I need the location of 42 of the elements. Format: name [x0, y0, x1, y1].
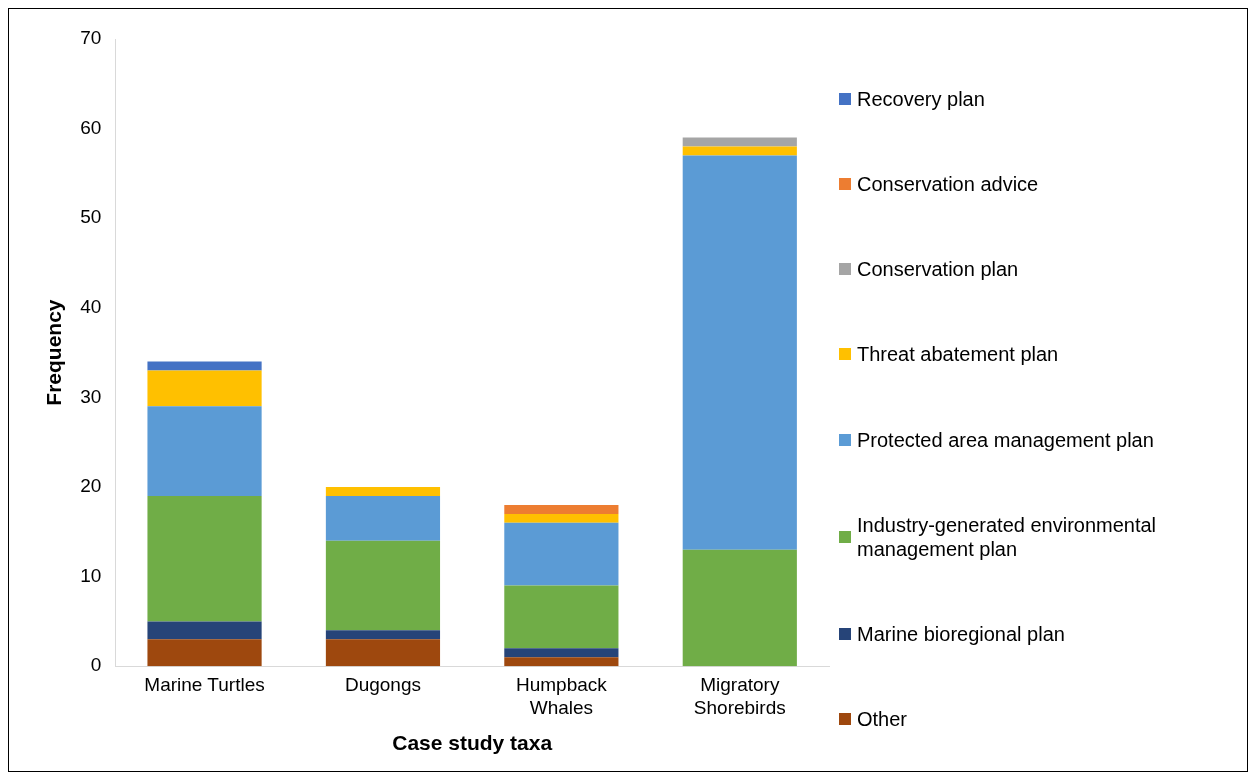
bar [682, 549, 797, 667]
bar [147, 639, 262, 667]
y-tick-label: 50 [80, 206, 102, 228]
legend-label: Conservation plan [857, 257, 1019, 282]
y-tick-label: 30 [80, 385, 102, 407]
legend-label: Industry-generated environmental management plan [857, 512, 1158, 561]
legend-label: Marine bioregional plan [857, 621, 1065, 646]
bar [147, 621, 262, 640]
bar [325, 540, 441, 631]
y-tick-label: 0 [90, 654, 102, 676]
bar [504, 648, 619, 658]
x-tick-label: Migratory Shorebirds [693, 673, 786, 718]
y-tick-label: 40 [80, 296, 102, 318]
bar [147, 361, 262, 371]
bar [325, 639, 441, 667]
x-tick-label: Marine Turtles [144, 673, 265, 695]
bar [325, 487, 441, 496]
y-tick-label: 10 [80, 564, 102, 586]
legend-label: Other [857, 707, 908, 731]
x-tick-label: Humpback Whales [515, 673, 608, 718]
bar [682, 155, 797, 550]
bar [504, 585, 619, 649]
bar [504, 504, 619, 514]
bar [504, 513, 619, 523]
y-tick-label: 20 [80, 475, 102, 497]
bar [504, 522, 619, 586]
bar [147, 406, 262, 496]
bar [682, 137, 797, 147]
y-tick-label: 70 [80, 27, 102, 49]
legend-label: Conservation advice [857, 172, 1039, 197]
legend-label: Threat abatement plan [857, 342, 1059, 367]
bar [147, 370, 262, 407]
legend-label: Recovery plan [857, 87, 985, 111]
x-axis-title: Case study taxa [392, 731, 553, 755]
y-tick-label: 60 [80, 116, 102, 138]
bar [325, 630, 441, 640]
y-axis-title: Frequency [42, 299, 66, 406]
bar [325, 495, 441, 541]
bar [504, 657, 619, 667]
bar [147, 495, 262, 622]
x-tick-label: Dugongs [344, 673, 421, 695]
legend-label: Protected area management plan [857, 427, 1154, 452]
